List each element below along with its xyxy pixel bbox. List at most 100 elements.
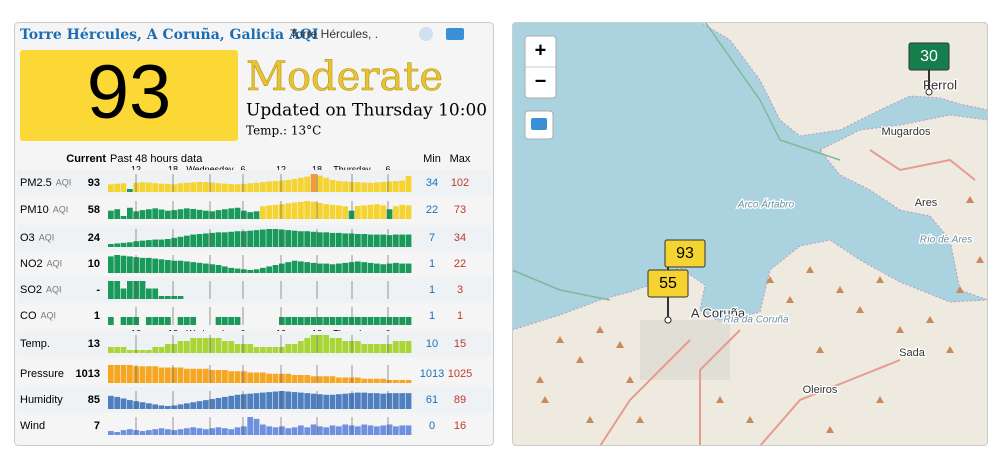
history-bar xyxy=(253,269,260,273)
history-bar xyxy=(152,239,159,247)
history-bar xyxy=(203,263,209,273)
history-bar xyxy=(329,338,336,353)
history-bar xyxy=(386,344,393,353)
history-bar xyxy=(285,428,292,435)
history-bar xyxy=(209,264,216,273)
history-bar xyxy=(336,377,342,383)
history-bar xyxy=(222,183,228,192)
history-bar xyxy=(266,373,273,383)
history-bar xyxy=(146,288,152,299)
history-bar xyxy=(393,393,399,409)
current-value: - xyxy=(96,284,100,296)
history-bar xyxy=(234,268,241,273)
station-title[interactable]: Torre Hércules, A Coruña, Galicia AQI xyxy=(20,26,319,43)
history-bar xyxy=(190,234,197,247)
marker-dot xyxy=(925,88,933,96)
history-bar xyxy=(336,205,342,219)
history-bar xyxy=(374,317,380,325)
history-bar xyxy=(361,344,368,353)
map[interactable] xyxy=(512,22,988,446)
terrain-triangle xyxy=(896,326,904,333)
hour-label: Wednesday xyxy=(186,164,234,174)
history-bar xyxy=(386,380,393,383)
max-value: 102 xyxy=(451,177,469,189)
land xyxy=(512,239,988,446)
history-bar xyxy=(393,234,399,247)
history-bar xyxy=(139,240,146,247)
history-bar xyxy=(184,182,190,192)
history-bar xyxy=(247,393,254,409)
history-bar xyxy=(298,317,304,325)
terrain-triangle xyxy=(716,396,724,403)
history-bar xyxy=(272,204,279,219)
share-icon[interactable] xyxy=(419,27,433,41)
history-bar xyxy=(298,261,304,273)
history-bar xyxy=(196,209,203,219)
marker-dot xyxy=(664,316,672,324)
terrain-triangle xyxy=(626,376,634,383)
history-bar xyxy=(329,264,336,273)
history-bar xyxy=(323,204,330,219)
unit-label: AQI xyxy=(47,258,63,268)
history-bar xyxy=(386,393,393,409)
history-bar xyxy=(355,426,361,435)
history-bar xyxy=(348,377,355,383)
history-bar xyxy=(317,376,323,383)
history-bar xyxy=(158,405,165,409)
history-bar xyxy=(304,231,311,247)
terrain-triangle xyxy=(616,341,624,348)
history-bar xyxy=(108,244,114,247)
history-bar xyxy=(146,257,152,273)
history-bar xyxy=(304,375,311,383)
history-bar xyxy=(152,347,159,353)
window-icon[interactable] xyxy=(446,28,464,40)
terrain-triangle xyxy=(746,416,754,423)
history-bar xyxy=(146,350,152,353)
history-bar xyxy=(209,399,216,409)
terrain-triangle xyxy=(766,276,774,283)
history-bar xyxy=(310,335,317,353)
history-bar xyxy=(361,234,368,247)
history-bar xyxy=(209,232,216,247)
history-bar xyxy=(298,177,304,192)
current-value: 13 xyxy=(88,338,100,350)
history-bar xyxy=(234,184,241,192)
history-bar xyxy=(120,288,127,299)
history-bar xyxy=(374,234,380,247)
zoom-in[interactable]: + xyxy=(535,39,547,61)
history-bar xyxy=(317,232,323,247)
history-bar xyxy=(146,317,152,325)
history-bar xyxy=(203,429,209,435)
history-bar xyxy=(146,366,152,383)
history-bar xyxy=(228,371,235,383)
unit-label: AQI xyxy=(53,204,69,214)
history-bar xyxy=(348,233,355,247)
zoom-out[interactable]: − xyxy=(535,70,547,92)
history-bar xyxy=(139,366,146,383)
history-bar xyxy=(209,211,216,219)
max-value: 15 xyxy=(454,338,466,350)
history-bar xyxy=(165,183,171,192)
history-bar xyxy=(158,428,165,435)
place-label: Ares xyxy=(915,197,938,209)
history-bar xyxy=(171,344,178,353)
history-bar xyxy=(253,418,260,435)
history-bar xyxy=(310,317,317,325)
history-bar xyxy=(120,183,127,192)
history-bar xyxy=(196,368,203,383)
history-bar xyxy=(158,259,165,273)
history-bar xyxy=(215,183,222,192)
col-current: Current xyxy=(66,153,106,165)
pollutant-name: Humidity xyxy=(20,394,63,406)
history-bar xyxy=(146,240,152,247)
pollutant-name: Pressure xyxy=(20,368,64,380)
min-value: 34 xyxy=(426,177,438,189)
pollutant-name: PM2.5 xyxy=(20,177,52,189)
history-bar xyxy=(342,262,349,273)
history-bar xyxy=(146,403,152,409)
aqi-value: 93 xyxy=(87,50,172,135)
history-bar xyxy=(285,317,292,325)
history-bar xyxy=(222,232,228,247)
history-bar xyxy=(165,367,171,383)
terrain-triangle xyxy=(876,276,884,283)
